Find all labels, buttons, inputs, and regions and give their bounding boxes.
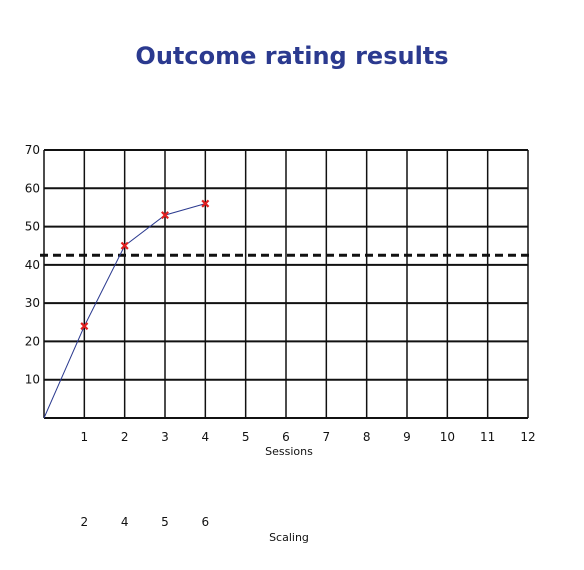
x-tick-label: 5 xyxy=(242,430,250,444)
marker-stroke xyxy=(120,241,129,250)
chart-title: Outcome rating results xyxy=(135,42,449,70)
scaling-tick-label: 2 xyxy=(81,515,89,529)
scaling-tick-label: 6 xyxy=(202,515,210,529)
y-tick-label: 50 xyxy=(25,220,40,234)
x-tick-label: 2 xyxy=(121,430,129,444)
x-tick-label: 10 xyxy=(440,430,455,444)
y-tick-label: 30 xyxy=(25,296,40,310)
x-tick-label: 9 xyxy=(403,430,411,444)
data-point-marker xyxy=(201,199,210,208)
scaling-ticks: 2 4 5 6 xyxy=(81,515,210,529)
data-point-marker xyxy=(161,211,169,220)
x-tick-label: 3 xyxy=(161,430,169,444)
scaling-label: Scaling xyxy=(269,531,309,544)
grid xyxy=(43,149,529,419)
x-tick-label: 7 xyxy=(323,430,331,444)
x-tick-label: 12 xyxy=(520,430,535,444)
scaling-tick-label: 5 xyxy=(161,515,169,529)
y-axis-ticks: 10 20 30 40 50 60 70 xyxy=(25,143,40,387)
marker-stroke xyxy=(201,199,210,208)
y-tick-label: 60 xyxy=(25,181,40,195)
x-tick-label: 11 xyxy=(480,430,495,444)
data-point-marker xyxy=(120,241,129,250)
x-tick-label: 1 xyxy=(81,430,89,444)
scaling-tick-label: 4 xyxy=(121,515,129,529)
y-tick-label: 40 xyxy=(25,258,40,272)
data-point-marker xyxy=(80,322,89,331)
y-tick-label: 70 xyxy=(25,143,40,157)
x-tick-label: 6 xyxy=(282,430,290,444)
x-tick-label: 4 xyxy=(202,430,210,444)
y-tick-label: 20 xyxy=(25,334,40,348)
x-tick-label: 8 xyxy=(363,430,371,444)
x-axis-ticks: 1 2 3 4 5 6 7 8 9 10 11 12 xyxy=(81,430,536,444)
x-axis-label: Sessions xyxy=(265,445,313,458)
series-layer xyxy=(43,199,210,419)
y-tick-label: 10 xyxy=(25,373,40,387)
marker-stroke xyxy=(80,322,89,331)
marker-stroke xyxy=(161,211,169,220)
